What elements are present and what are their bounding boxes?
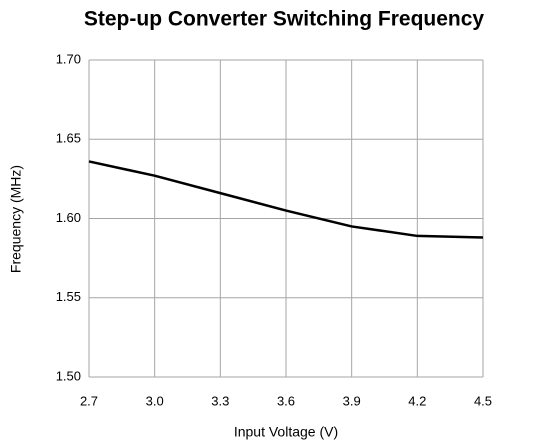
x-tick-label: 3.6 [277, 393, 295, 408]
y-tick-label: 1.50 [56, 368, 81, 383]
x-tick-label: 2.7 [80, 393, 98, 408]
x-tick-label: 4.2 [408, 393, 426, 408]
x-axis-label: Input Voltage (V) [234, 424, 338, 440]
y-axis-label: Frequency (MHz) [8, 165, 24, 273]
x-tick-label: 3.9 [343, 393, 361, 408]
x-tick-label: 3.0 [146, 393, 164, 408]
x-tick-label: 4.5 [474, 393, 492, 408]
y-tick-label: 1.70 [56, 51, 81, 66]
x-tick-label: 3.3 [211, 393, 229, 408]
y-tick-label: 1.60 [56, 210, 81, 225]
chart-title: Step-up Converter Switching Frequency [84, 8, 485, 31]
y-tick-label: 1.65 [56, 131, 81, 146]
data-line [88, 160, 484, 239]
y-tick-label: 1.55 [56, 289, 81, 304]
